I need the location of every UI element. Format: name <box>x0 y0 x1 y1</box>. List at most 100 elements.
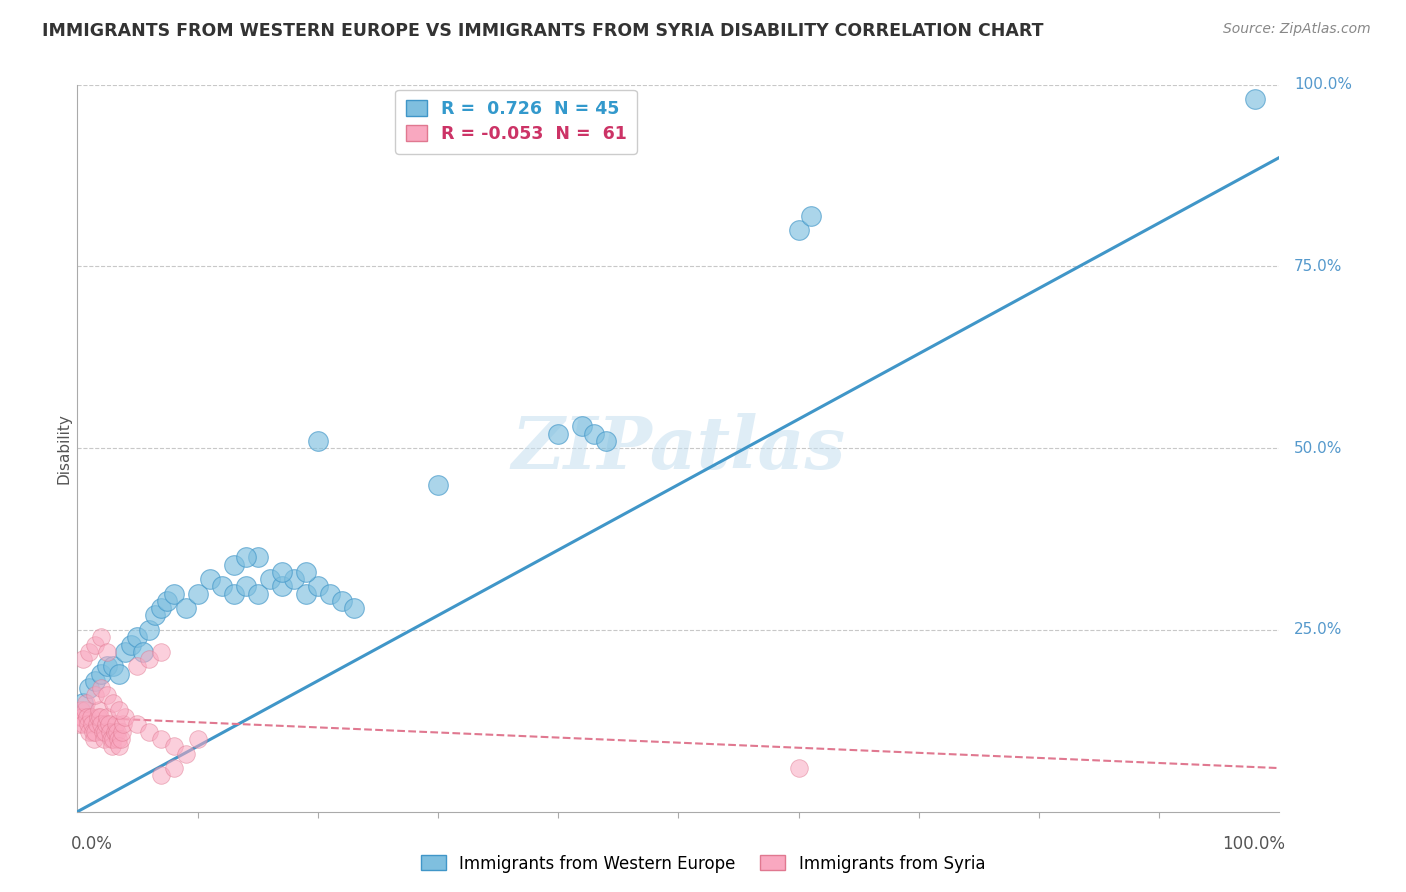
Point <box>103 731 125 746</box>
Point <box>145 608 167 623</box>
Point <box>174 747 197 761</box>
Text: Source: ZipAtlas.com: Source: ZipAtlas.com <box>1223 22 1371 37</box>
Point <box>186 587 209 601</box>
Point <box>70 703 93 717</box>
Point <box>427 477 450 491</box>
Point <box>100 731 122 746</box>
Point <box>138 623 160 637</box>
Point <box>90 717 112 731</box>
Point <box>75 696 97 710</box>
Point <box>330 594 353 608</box>
Point <box>150 731 173 746</box>
Point <box>73 703 96 717</box>
Point <box>72 652 94 666</box>
Point <box>72 696 94 710</box>
Point <box>307 434 329 448</box>
Y-axis label: Disability: Disability <box>56 413 72 483</box>
Text: IMMIGRANTS FROM WESTERN EUROPE VS IMMIGRANTS FROM SYRIA DISABILITY CORRELATION C: IMMIGRANTS FROM WESTERN EUROPE VS IMMIGR… <box>42 22 1043 40</box>
Point <box>571 419 593 434</box>
Point <box>150 601 173 615</box>
Point <box>69 710 91 724</box>
Point <box>138 724 160 739</box>
Point <box>80 717 103 731</box>
Point <box>79 710 101 724</box>
Point <box>77 717 100 731</box>
Point <box>110 731 132 746</box>
Point <box>96 710 118 724</box>
Point <box>132 645 155 659</box>
Text: ZIPatlas: ZIPatlas <box>512 413 845 483</box>
Point <box>583 426 606 441</box>
Point <box>79 645 101 659</box>
Point <box>96 689 118 703</box>
Point <box>86 717 108 731</box>
Point <box>84 724 107 739</box>
Point <box>800 209 823 223</box>
Point <box>222 587 245 601</box>
Point <box>84 638 107 652</box>
Point <box>186 731 209 746</box>
Point <box>98 724 121 739</box>
Point <box>198 572 221 586</box>
Point <box>127 630 149 644</box>
Point <box>343 601 366 615</box>
Point <box>246 550 269 565</box>
Point <box>138 652 160 666</box>
Point <box>156 594 179 608</box>
Point <box>270 579 292 593</box>
Point <box>307 579 329 593</box>
Point <box>70 710 93 724</box>
Point <box>96 659 118 673</box>
Point <box>283 572 305 586</box>
Point <box>79 681 101 695</box>
Point <box>93 731 115 746</box>
Point <box>235 579 257 593</box>
Point <box>222 558 245 572</box>
Point <box>90 630 112 644</box>
Point <box>91 724 114 739</box>
Point <box>79 724 101 739</box>
Point <box>108 703 131 717</box>
Point <box>105 724 128 739</box>
Point <box>84 689 107 703</box>
Text: 25.0%: 25.0% <box>1294 623 1343 638</box>
Point <box>83 731 105 746</box>
Point <box>103 659 125 673</box>
Point <box>94 724 117 739</box>
Point <box>76 710 98 724</box>
Point <box>595 434 617 448</box>
Point <box>211 579 233 593</box>
Point <box>101 739 124 754</box>
Point <box>89 710 111 724</box>
Point <box>114 645 136 659</box>
Text: 50.0%: 50.0% <box>1294 441 1343 456</box>
Point <box>1244 92 1267 106</box>
Point <box>96 717 118 731</box>
Text: 0.0%: 0.0% <box>72 835 114 853</box>
Point <box>87 710 110 724</box>
Point <box>127 659 149 673</box>
Point <box>67 717 90 731</box>
Point <box>90 666 112 681</box>
Point <box>162 761 184 775</box>
Point <box>72 717 94 731</box>
Point <box>150 768 173 782</box>
Point <box>90 681 112 695</box>
Point <box>87 703 110 717</box>
Point <box>246 587 269 601</box>
Point <box>174 601 197 615</box>
Text: 100.0%: 100.0% <box>1294 78 1353 92</box>
Point <box>294 565 316 579</box>
Point <box>787 761 810 775</box>
Point <box>82 724 104 739</box>
Point <box>127 717 149 731</box>
Point <box>150 645 173 659</box>
Point <box>104 724 127 739</box>
Text: 100.0%: 100.0% <box>1222 835 1285 853</box>
Point <box>108 739 131 754</box>
Point <box>235 550 257 565</box>
Point <box>108 666 131 681</box>
Point <box>111 724 134 739</box>
Text: 75.0%: 75.0% <box>1294 259 1343 274</box>
Point <box>547 426 569 441</box>
